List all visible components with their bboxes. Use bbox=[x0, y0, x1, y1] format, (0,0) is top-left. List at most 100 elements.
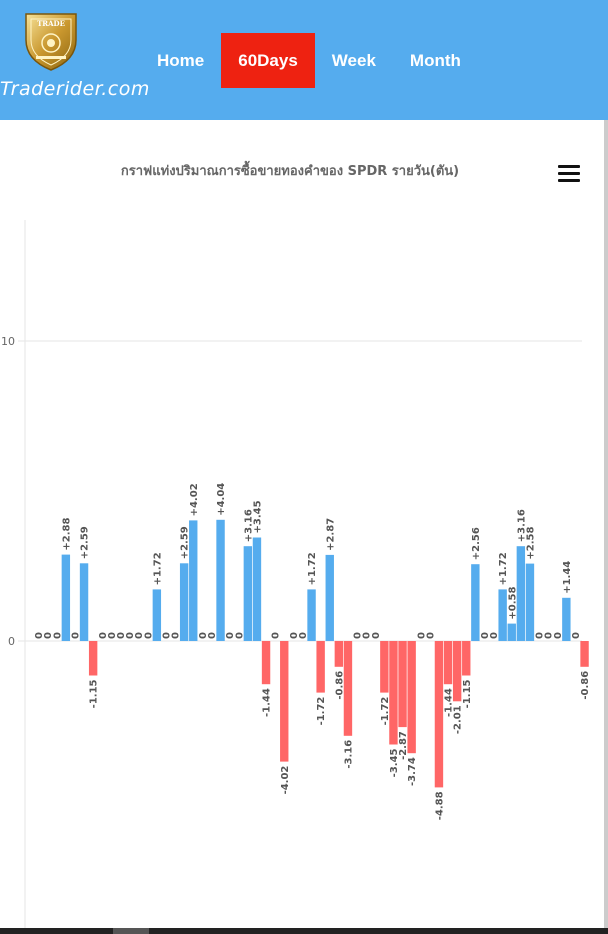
data-label: 0 bbox=[52, 632, 63, 639]
chart-title: กราฟแท่งปริมาณการซื้อขายทองคำของ SPDR รา… bbox=[120, 164, 460, 179]
data-label: +2.87 bbox=[325, 518, 336, 551]
data-label: -2.87 bbox=[398, 731, 409, 760]
main-nav: Home 60Days Week Month bbox=[140, 33, 478, 88]
data-label: -1.44 bbox=[262, 688, 273, 717]
data-label: -1.15 bbox=[89, 679, 100, 708]
data-label: 0 bbox=[544, 632, 555, 639]
data-label: 0 bbox=[289, 632, 300, 639]
nav-60days[interactable]: 60Days bbox=[221, 33, 315, 88]
bar[interactable] bbox=[462, 641, 471, 676]
data-labels: 000+2.880+2.59-1.15000000+1.7200+2.59+4.… bbox=[34, 483, 591, 821]
bar[interactable] bbox=[179, 563, 189, 641]
bar[interactable] bbox=[434, 641, 444, 788]
data-label: -3.45 bbox=[389, 748, 400, 777]
data-label: -0.86 bbox=[580, 671, 591, 700]
bar[interactable] bbox=[516, 546, 526, 641]
bar[interactable] bbox=[580, 641, 589, 667]
bar[interactable] bbox=[398, 641, 407, 728]
data-label: -3.74 bbox=[407, 757, 418, 786]
data-label: +1.72 bbox=[498, 552, 509, 585]
data-label: 0 bbox=[98, 632, 109, 639]
data-label: 0 bbox=[416, 632, 427, 639]
data-label: -1.72 bbox=[316, 697, 327, 726]
data-label: 0 bbox=[362, 632, 373, 639]
data-label: +1.72 bbox=[307, 552, 318, 585]
data-label: -2.01 bbox=[453, 705, 464, 734]
data-label: 0 bbox=[234, 632, 245, 639]
data-label: -4.02 bbox=[280, 766, 291, 795]
bar[interactable] bbox=[307, 589, 316, 641]
trade-logo[interactable]: TRADE bbox=[22, 10, 80, 72]
bar[interactable] bbox=[389, 641, 398, 745]
data-label: +3.16 bbox=[516, 509, 527, 542]
page-edge bbox=[604, 120, 608, 928]
data-label: 0 bbox=[480, 632, 491, 639]
data-label: 0 bbox=[34, 632, 45, 639]
bar[interactable] bbox=[343, 641, 353, 736]
data-label: 0 bbox=[143, 632, 154, 639]
data-label: +2.59 bbox=[80, 526, 91, 559]
data-label: 0 bbox=[43, 632, 54, 639]
bar[interactable] bbox=[380, 641, 389, 693]
data-label: +2.56 bbox=[471, 527, 482, 560]
bar[interactable] bbox=[152, 589, 162, 641]
data-label: -3.16 bbox=[343, 740, 354, 769]
data-label: +3.45 bbox=[252, 500, 263, 533]
data-label: 0 bbox=[107, 632, 118, 639]
scrollbar-thumb[interactable] bbox=[113, 928, 149, 934]
data-label: 0 bbox=[70, 632, 81, 639]
data-label: +2.59 bbox=[180, 526, 191, 559]
data-label: 0 bbox=[207, 632, 218, 639]
data-label: -1.72 bbox=[380, 697, 391, 726]
data-label: +2.58 bbox=[525, 527, 536, 560]
data-label: +2.88 bbox=[61, 518, 72, 551]
bar[interactable] bbox=[261, 641, 271, 685]
data-label: 0 bbox=[134, 632, 145, 639]
data-label: +0.58 bbox=[507, 587, 518, 620]
bar[interactable] bbox=[189, 520, 198, 641]
horizontal-scrollbar[interactable] bbox=[0, 928, 608, 934]
bar[interactable] bbox=[79, 563, 89, 641]
bar[interactable] bbox=[334, 641, 344, 667]
data-label: -4.88 bbox=[434, 791, 445, 820]
bar[interactable] bbox=[216, 519, 225, 641]
grid-lines bbox=[18, 340, 582, 642]
data-label: 0 bbox=[125, 632, 136, 639]
bar[interactable] bbox=[243, 546, 253, 641]
data-label: 0 bbox=[298, 632, 309, 639]
bar[interactable] bbox=[452, 641, 462, 702]
data-label: 0 bbox=[371, 632, 382, 639]
bar[interactable] bbox=[88, 641, 98, 676]
bar[interactable] bbox=[316, 641, 325, 693]
bar[interactable] bbox=[325, 554, 334, 641]
data-label: -0.86 bbox=[334, 671, 345, 700]
data-label: 0 bbox=[116, 632, 127, 639]
bar[interactable] bbox=[407, 641, 416, 754]
data-label: +3.16 bbox=[243, 509, 254, 542]
data-label: +1.44 bbox=[562, 561, 573, 594]
bar[interactable] bbox=[562, 597, 571, 641]
data-label: 0 bbox=[553, 632, 564, 639]
data-label: 0 bbox=[271, 632, 282, 639]
bar[interactable] bbox=[471, 564, 480, 641]
data-label: 0 bbox=[353, 632, 364, 639]
header-bar: TRADE Traderider.com Home 60Days Week Mo… bbox=[0, 0, 608, 120]
hamburger-menu-icon[interactable] bbox=[558, 165, 580, 185]
bar[interactable] bbox=[498, 589, 507, 641]
nav-week[interactable]: Week bbox=[331, 51, 376, 70]
data-label: 0 bbox=[535, 632, 546, 639]
data-label: +4.02 bbox=[189, 483, 200, 516]
bar[interactable] bbox=[525, 563, 535, 641]
bar[interactable] bbox=[252, 537, 262, 642]
nav-home[interactable]: Home bbox=[157, 51, 205, 70]
bar[interactable] bbox=[507, 623, 516, 641]
bar[interactable] bbox=[280, 641, 289, 762]
bar[interactable] bbox=[443, 641, 453, 685]
data-label: 0 bbox=[171, 632, 182, 639]
bar[interactable] bbox=[61, 554, 71, 641]
nav-month[interactable]: Month bbox=[409, 51, 461, 70]
site-name[interactable]: Traderider.com bbox=[0, 78, 150, 100]
data-label: -1.15 bbox=[462, 679, 473, 708]
data-label: 0 bbox=[198, 632, 209, 639]
